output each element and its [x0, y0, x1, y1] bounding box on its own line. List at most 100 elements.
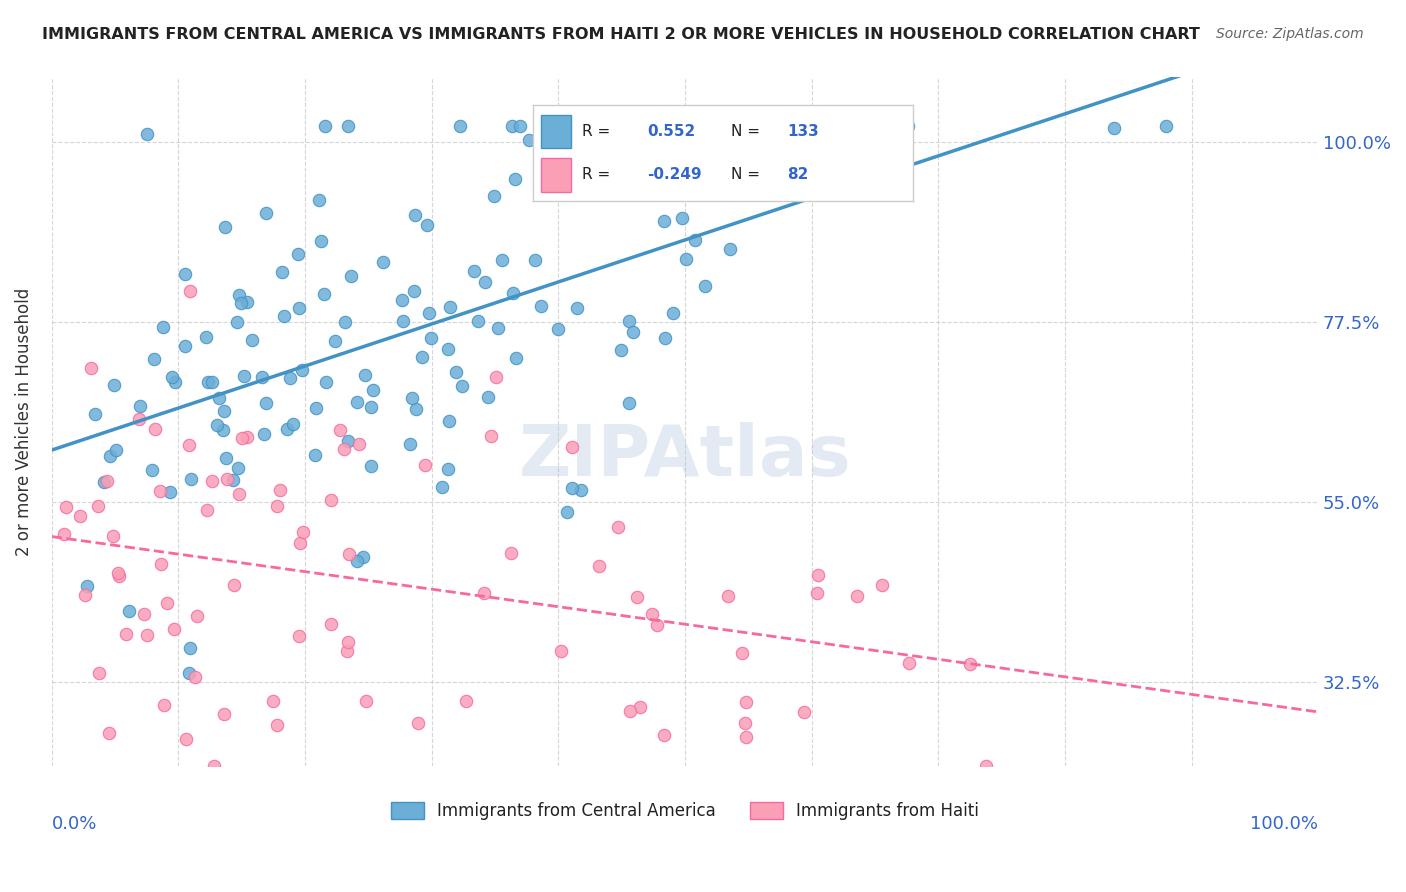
Point: [626, 590, 648, 604]
Point: [240, 333, 263, 347]
Point: [231, 431, 253, 445]
Text: 0.0%: 0.0%: [52, 814, 97, 832]
Point: [149, 558, 172, 572]
Point: [1154, 119, 1177, 133]
Point: [360, 458, 382, 473]
Point: [321, 616, 343, 631]
Point: [143, 422, 166, 436]
Point: [278, 370, 301, 384]
Point: [80, 360, 103, 375]
Point: [337, 547, 360, 561]
Point: [586, 152, 609, 166]
Point: [201, 475, 224, 489]
Point: [276, 422, 298, 436]
Point: [373, 254, 395, 268]
Point: [215, 450, 238, 465]
Point: [281, 417, 304, 432]
Point: [180, 472, 202, 486]
Point: [702, 123, 724, 137]
Point: [195, 502, 218, 516]
Point: [652, 728, 675, 742]
Point: [315, 375, 337, 389]
Point: [675, 252, 697, 267]
Point: [491, 253, 513, 268]
Point: [416, 219, 439, 233]
Point: [619, 313, 641, 327]
Point: [735, 695, 758, 709]
Point: [195, 330, 218, 344]
Point: [107, 566, 129, 580]
Point: [360, 400, 382, 414]
Point: [207, 391, 229, 405]
Point: [807, 567, 830, 582]
Point: [406, 716, 429, 731]
Point: [628, 700, 651, 714]
Legend: Immigrants from Central America, Immigrants from Haiti: Immigrants from Central America, Immigra…: [384, 796, 986, 827]
Point: [485, 370, 508, 384]
Point: [98, 726, 121, 740]
Point: [734, 715, 756, 730]
Point: [96, 474, 118, 488]
Point: [477, 391, 499, 405]
Point: [214, 220, 236, 235]
Point: [339, 268, 361, 283]
Point: [336, 643, 359, 657]
Point: [499, 546, 522, 560]
Point: [98, 450, 121, 464]
Point: [250, 370, 273, 384]
Point: [479, 428, 502, 442]
Point: [352, 549, 374, 564]
Point: [735, 730, 758, 744]
Point: [174, 339, 197, 353]
Point: [474, 275, 496, 289]
Point: [201, 375, 224, 389]
Point: [136, 628, 159, 642]
Point: [273, 309, 295, 323]
Point: [346, 395, 368, 409]
Point: [87, 500, 110, 514]
Point: [292, 525, 315, 540]
Point: [418, 305, 440, 319]
Y-axis label: 2 or more Vehicles in Household: 2 or more Vehicles in Household: [15, 288, 32, 556]
Point: [156, 596, 179, 610]
Point: [309, 234, 332, 248]
Point: [354, 368, 377, 383]
Point: [177, 665, 200, 680]
Point: [404, 208, 426, 222]
Point: [530, 299, 553, 313]
Point: [160, 370, 183, 384]
Point: [228, 288, 250, 302]
Point: [149, 483, 172, 498]
Point: [236, 430, 259, 444]
Point: [897, 656, 920, 670]
Point: [229, 295, 252, 310]
Point: [486, 321, 509, 335]
Point: [76, 579, 98, 593]
Point: [439, 300, 461, 314]
Point: [745, 119, 768, 133]
Point: [449, 119, 471, 133]
Point: [333, 315, 356, 329]
Point: [212, 404, 235, 418]
Point: [228, 461, 250, 475]
Point: [693, 278, 716, 293]
Text: 100.0%: 100.0%: [1250, 814, 1319, 832]
Point: [212, 423, 235, 437]
Point: [451, 378, 474, 392]
Point: [503, 172, 526, 186]
Point: [561, 481, 583, 495]
Point: [118, 604, 141, 618]
Point: [806, 586, 828, 600]
Point: [228, 487, 250, 501]
Point: [69, 509, 91, 524]
Point: [547, 322, 569, 336]
Point: [588, 558, 610, 573]
Point: [523, 253, 546, 268]
Point: [436, 462, 458, 476]
Point: [225, 315, 247, 329]
Point: [87, 666, 110, 681]
Point: [221, 473, 243, 487]
Point: [103, 378, 125, 392]
Point: [52, 526, 75, 541]
Point: [308, 193, 330, 207]
